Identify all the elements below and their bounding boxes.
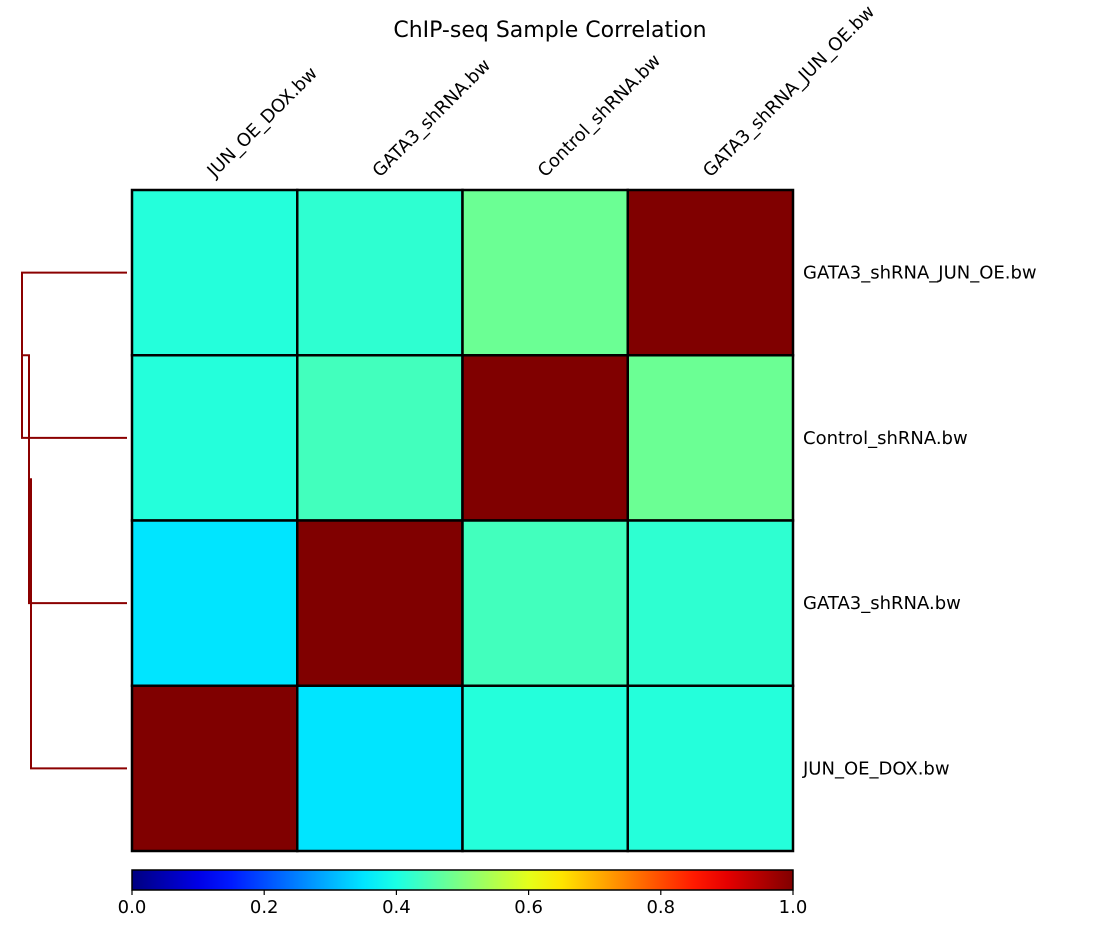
heatmap-cell	[461, 519, 629, 687]
row-label: GATA3_shRNA.bw	[803, 593, 961, 614]
row-labels: GATA3_shRNA_JUN_OE.bw Control_shRNA.bw GAT…	[802, 263, 1037, 780]
heatmap-cell	[296, 354, 464, 522]
heatmap-cell	[130, 188, 299, 357]
row-label: JUN_OE_DOX.bw	[802, 758, 950, 779]
heatmap-cells	[130, 188, 795, 853]
heatmap-cell	[296, 684, 464, 853]
colorbar-tick-label: 1.0	[779, 897, 808, 918]
colorbar-tick-label: 0.4	[382, 897, 411, 918]
dendrogram-branch	[29, 478, 127, 770]
heatmap-cell	[626, 188, 795, 357]
heatmap-cell	[461, 188, 629, 357]
colorbar-tick-label: 0.2	[250, 897, 279, 918]
colorbar-tick-label: 0.8	[646, 897, 675, 918]
column-label: JUN_OE_DOX.bw	[203, 63, 322, 182]
row-dendrogram	[21, 271, 127, 770]
dendrogram-branch	[22, 354, 127, 605]
heatmap-cell	[626, 519, 795, 687]
colorbar-tick-label: 0.6	[514, 897, 543, 918]
row-label: Control_shRNA.bw	[803, 428, 968, 449]
dendrogram-branch	[21, 271, 127, 439]
heatmap-cell	[130, 684, 299, 853]
colorbar: 0.0 0.2 0.4 0.6 0.8 1.0	[118, 869, 808, 918]
column-label: GATA3_shRNA_JUN_OE.bw	[699, 1, 879, 181]
heatmap-cell	[130, 519, 299, 687]
column-label: GATA3_shRNA.bw	[369, 55, 495, 181]
heatmap-cell	[296, 188, 464, 357]
heatmap-cell	[461, 684, 629, 853]
chart-title: ChIP-seq Sample Correlation	[393, 18, 706, 43]
heatmap-cell	[296, 519, 464, 687]
row-label: GATA3_shRNA_JUN_OE.bw	[803, 263, 1037, 284]
column-label: Control_shRNA.bw	[534, 50, 665, 181]
colorbar-gradient	[131, 869, 794, 891]
heatmap-cell	[626, 684, 795, 853]
heatmap-cell	[130, 354, 299, 522]
colorbar-ticks: 0.0 0.2 0.4 0.6 0.8 1.0	[118, 890, 808, 918]
colorbar-tick-label: 0.0	[118, 897, 147, 918]
heatmap-cell	[461, 354, 629, 522]
heatmap-cell	[626, 354, 795, 522]
